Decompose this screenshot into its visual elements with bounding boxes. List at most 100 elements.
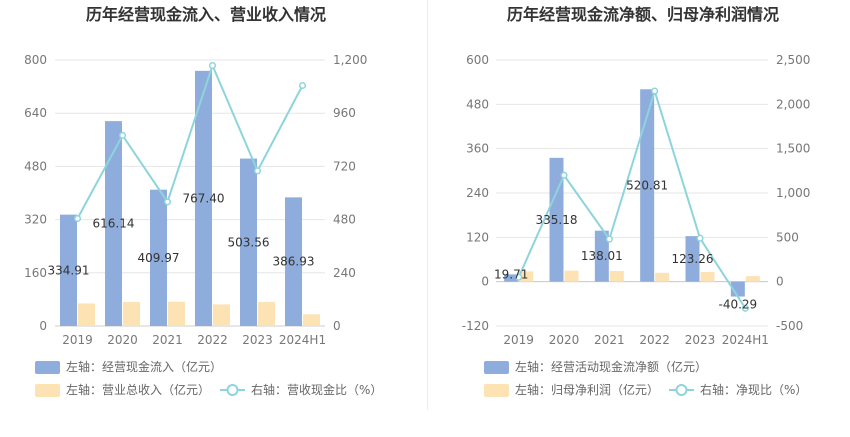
- right-axis-tick-label: 2,500: [776, 53, 810, 67]
- bar-secondary: [258, 302, 275, 326]
- legend-swatch-marker: [675, 384, 688, 396]
- bar-secondary: [213, 304, 230, 326]
- line-series: [76, 62, 304, 219]
- legend-label: 左轴：经营现金流入（亿元）: [66, 359, 222, 374]
- left-axis-tick-label: 480: [466, 97, 489, 111]
- line-point: [73, 214, 82, 223]
- chart-title: 历年经营现金流入、营业收入情况: [86, 5, 326, 24]
- line-point: [163, 198, 172, 206]
- bar-primary: [240, 158, 257, 326]
- right-axis-tick-label: 500: [776, 230, 799, 244]
- legend-item[interactable]: 左轴：经营活动现金流净额（亿元）: [484, 359, 707, 374]
- line-point: [741, 304, 749, 312]
- legend-swatch: [484, 361, 509, 374]
- data-label: 334.91: [48, 263, 90, 277]
- data-label: 616.14: [93, 217, 135, 231]
- bar-primary: [640, 89, 655, 282]
- x-axis-tick-label: 2020: [549, 333, 580, 347]
- x-axis-tick-label: 2021: [152, 333, 183, 347]
- data-label: 503.56: [228, 235, 270, 249]
- data-label: -40.29: [718, 298, 757, 312]
- bar-secondary: [609, 270, 624, 282]
- legend-item[interactable]: 左轴：经营现金流入（亿元）: [35, 359, 222, 374]
- left-axis-tick-label: 480: [24, 159, 47, 173]
- panel-divider: [427, 0, 428, 410]
- x-axis-tick-label: 2019: [62, 333, 93, 347]
- data-label: 409.97: [138, 251, 180, 265]
- right-axis-tick-label: 1,200: [333, 53, 367, 67]
- legend-label: 右轴：营收现金比（%）: [251, 382, 382, 397]
- right-axis-tick-label: 480: [333, 213, 356, 227]
- data-label: 386.93: [273, 255, 315, 269]
- bar-secondary: [655, 272, 670, 282]
- line-point: [298, 81, 307, 90]
- left-axis-tick-label: 360: [466, 142, 489, 156]
- data-label: 123.26: [672, 252, 714, 266]
- right-axis-tick-label: -500: [776, 319, 803, 333]
- x-axis-tick-label: 2023: [685, 333, 716, 347]
- bar-secondary: [168, 301, 185, 326]
- bar-secondary: [303, 314, 320, 326]
- x-axis-tick-label: 2022: [639, 333, 670, 347]
- bar-primary: [594, 230, 609, 282]
- bar-primary: [549, 157, 564, 282]
- chart-title: 历年经营现金流净额、归母净利润情况: [507, 5, 779, 24]
- bar-secondary: [519, 271, 534, 282]
- line-point: [696, 234, 704, 242]
- left-axis-tick-label: 0: [481, 275, 489, 289]
- right-axis-tick-label: 720: [333, 159, 356, 173]
- line-series: [517, 87, 747, 309]
- bar-primary: [504, 274, 519, 282]
- legend-item[interactable]: 左轴：营业总收入（亿元）: [35, 382, 210, 397]
- left-axis-tick-label: 120: [466, 230, 489, 244]
- legend-swatch: [35, 384, 60, 397]
- x-axis-tick-label: 2023: [242, 333, 273, 347]
- left-axis-tick-label: -120: [462, 319, 489, 333]
- right-axis-tick-label: 240: [333, 266, 356, 280]
- x-axis-tick-label: 2022: [197, 333, 228, 347]
- left-axis-tick-label: 0: [39, 319, 47, 333]
- legend-swatch-marker: [226, 384, 239, 396]
- data-label: 767.40: [183, 191, 225, 205]
- legend-label: 左轴：归母净利润（亿元）: [515, 382, 659, 397]
- x-axis-tick-label: 2021: [594, 333, 625, 347]
- bar-primary: [60, 214, 77, 326]
- legend-label: 左轴：经营活动现金流净额（亿元）: [515, 359, 707, 374]
- chart-panel-net-cash: 历年经营现金流净额、归母净利润情况 -120 0 120 240 360 480 600 -50…: [462, 5, 810, 397]
- right-axis-tick-label: 1,500: [776, 142, 810, 156]
- data-label: 138.01: [581, 249, 623, 263]
- chart-panel-cash-inflow: 历年经营现金流入、营业收入情况 0 160 320 480 640 800 0 240 480 72…: [24, 5, 382, 397]
- bar-secondary: [745, 276, 760, 282]
- left-axis-tick-label: 800: [24, 53, 47, 67]
- left-axis-tick-label: 320: [24, 213, 47, 227]
- legend-swatch: [484, 384, 509, 397]
- bar-primary: [195, 70, 212, 326]
- left-axis-tick-label: 600: [466, 53, 489, 67]
- x-axis-tick-label: 2020: [107, 333, 138, 347]
- left-axis-tick-label: 160: [24, 266, 47, 280]
- bar-primary: [150, 189, 167, 326]
- bar-secondary: [700, 272, 715, 282]
- right-axis-tick-label: 1,000: [776, 186, 810, 200]
- line-point: [651, 87, 659, 95]
- bar-primary: [685, 236, 700, 282]
- bar-secondary: [123, 302, 140, 326]
- right-axis-tick-label: 2,000: [776, 97, 810, 111]
- data-label: 520.81: [626, 178, 668, 192]
- line-point: [253, 167, 262, 175]
- data-label: 19.71: [494, 267, 528, 281]
- bar-primary: [105, 121, 122, 326]
- bar-secondary: [564, 270, 579, 282]
- bar-primary: [285, 197, 302, 326]
- x-axis-tick-label: 2019: [503, 333, 534, 347]
- legend-item[interactable]: 左轴：归母净利润（亿元）: [484, 382, 659, 397]
- legend-item[interactable]: 右轴：净现比（%）: [669, 382, 807, 397]
- legend-item[interactable]: 右轴：营收现金比（%）: [220, 382, 382, 397]
- line-point: [208, 61, 217, 70]
- right-axis-tick-label: 0: [333, 319, 341, 333]
- legend-label: 右轴：净现比（%）: [700, 382, 807, 397]
- bar-secondary: [78, 303, 95, 326]
- line-point: [515, 273, 523, 281]
